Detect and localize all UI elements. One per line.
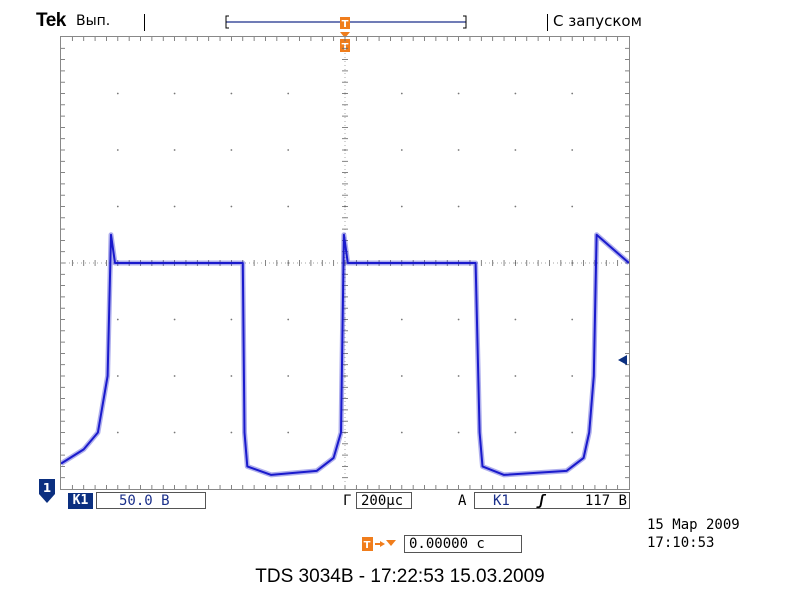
header-divider [547,14,548,31]
waveform-plot [59,37,631,489]
grid-dot [514,205,517,208]
grid-dot [457,92,460,95]
grid-dot [230,431,233,434]
svg-text:1: 1 [43,481,51,495]
trigger-position-arrow-icon: T [362,537,396,551]
grid-dot [514,149,517,151]
grid-dot [173,149,176,151]
grid-dot [571,149,574,151]
grid-dot [287,318,290,321]
channel-1-trace [59,232,631,478]
grid-dot [173,92,176,95]
svg-text:T: T [364,540,371,551]
grid-dot [400,92,403,95]
grid-dot [514,92,517,95]
acquisition-status: Вып. [76,13,111,29]
header-divider [144,14,145,31]
grid-dot [514,431,517,434]
grid-dot [287,205,290,208]
grid-dot [457,375,460,377]
grid-dot [230,149,233,151]
grid-dot [230,205,233,208]
grid-dot [400,375,403,377]
grid-dot [287,92,290,95]
grid-dot [457,318,460,321]
timebase-label: Г [343,493,352,509]
trigger-status: С запуском [553,12,642,30]
record-window-marker-icon: T [340,17,350,30]
trigger-position-value[interactable]: 0.00000 с [404,535,522,553]
trigger-level: 117 В [584,493,627,509]
grid-dot [400,318,403,321]
trigger-level-marker-icon[interactable] [617,354,629,366]
trigger-slope-icon: ʃ [537,493,546,509]
channel-1-label[interactable]: К1 [68,493,93,509]
grid-dot [400,431,403,434]
grid-dot [400,149,403,151]
svg-text:T: T [342,19,349,30]
channel-1-ground-marker-icon[interactable]: 1 [38,477,60,505]
grid-dot [287,149,290,151]
grid-dot [116,205,119,208]
grid-dot [173,205,176,208]
grid-dot [116,318,119,321]
graticule [61,37,629,489]
grid-dot [571,431,574,434]
waveform-display [59,36,631,490]
grid-dot [173,318,176,321]
grid-dot [400,205,403,208]
grid-dot [116,375,119,377]
trigger-readout[interactable]: К1 ʃ 117 В [474,492,630,509]
screenshot-caption: TDS 3034B - 17:22:53 15.03.2009 [255,566,545,587]
grid-dot [116,431,119,434]
svg-text:T: T [342,42,349,53]
trigger-type: А [458,493,467,509]
trace-line [60,233,630,476]
trace-glow [59,232,631,478]
grid-dot [571,205,574,208]
grid-dot [457,205,460,208]
grid-dot [116,92,119,95]
grid-dot [173,431,176,434]
grid-dot [457,149,460,151]
date-display: 15 Мар 2009 [647,517,740,533]
trigger-source: К1 [493,493,510,509]
grid-dot [287,375,290,377]
channel-1-scale[interactable]: 50.0 В [96,492,206,509]
grid-dot [571,92,574,95]
grid-dot [287,431,290,434]
grid-dot [173,375,176,377]
grid-dot [514,318,517,321]
timebase-value[interactable]: 200µс [356,492,412,509]
grid-dot [116,149,119,151]
grid-dot [230,318,233,321]
grid-dot [514,375,517,377]
grid-dot [457,431,460,434]
grid-dot [230,92,233,95]
grid-dot [571,318,574,321]
tek-logo: Tek [36,10,66,31]
status-bar: К1 50.0 В Г 200µс А К1 ʃ 117 В [60,490,630,512]
time-display: 17:10:53 [647,535,715,551]
grid-dot [230,375,233,377]
grid-dot [571,375,574,377]
